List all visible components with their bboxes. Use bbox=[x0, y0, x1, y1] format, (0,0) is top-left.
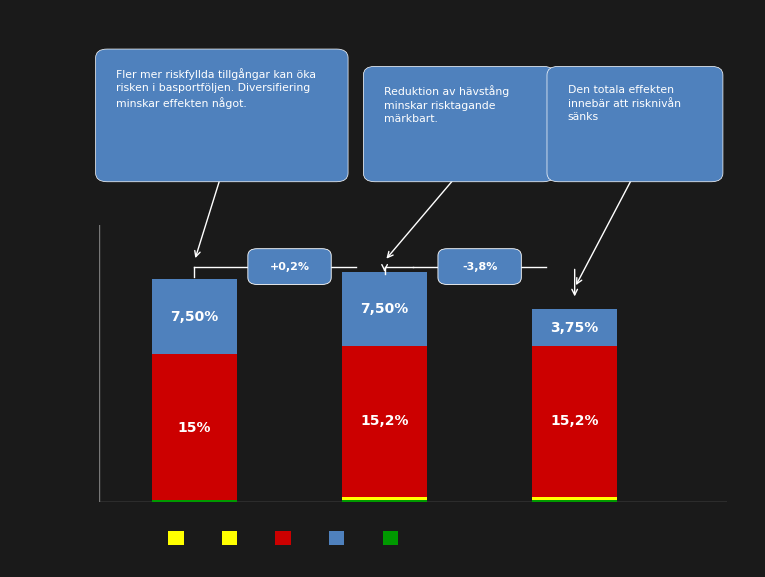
Bar bbox=[532, 309, 617, 346]
Text: 15%: 15% bbox=[177, 421, 211, 435]
Text: Fler mer riskfyllda tillgångar kan öka
risken i basportföljen. Diversifiering
mi: Fler mer riskfyllda tillgångar kan öka r… bbox=[116, 68, 316, 109]
Text: 3,75%: 3,75% bbox=[551, 321, 599, 335]
Text: 7,50%: 7,50% bbox=[171, 309, 219, 324]
Bar bbox=[342, 500, 428, 502]
Text: +0,2%: +0,2% bbox=[269, 261, 310, 272]
Bar bbox=[151, 279, 237, 354]
Bar bbox=[342, 272, 428, 346]
Text: 15,2%: 15,2% bbox=[360, 414, 409, 428]
Bar bbox=[151, 354, 237, 502]
Text: 7,50%: 7,50% bbox=[360, 302, 409, 316]
Bar bbox=[532, 497, 617, 502]
Bar bbox=[532, 346, 617, 497]
Bar bbox=[532, 500, 617, 502]
Text: Reduktion av hävstång
minskar risktagande
märkbart.: Reduktion av hävstång minskar risktagand… bbox=[384, 85, 509, 123]
Bar bbox=[342, 497, 428, 502]
Text: Den totala effekten
innebär att risknivån
sänks: Den totala effekten innebär att risknivå… bbox=[568, 85, 681, 122]
Bar bbox=[342, 346, 428, 497]
Text: 15,2%: 15,2% bbox=[551, 414, 599, 428]
Bar bbox=[151, 500, 237, 502]
Text: -3,8%: -3,8% bbox=[462, 261, 497, 272]
